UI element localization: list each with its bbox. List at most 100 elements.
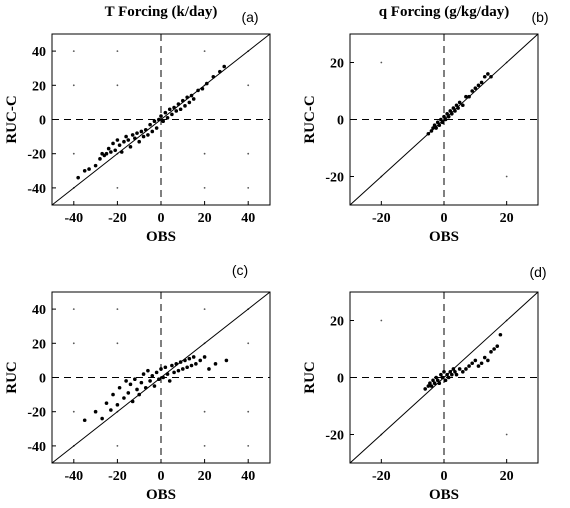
data-point — [202, 355, 207, 359]
data-point — [170, 363, 174, 368]
data-point — [157, 377, 161, 382]
y-tick-label: 20 — [32, 337, 46, 352]
data-point — [152, 119, 157, 124]
y-tick-label: -20 — [27, 406, 46, 421]
data-point — [185, 95, 189, 100]
data-point — [159, 367, 163, 371]
y-tick-label: 40 — [32, 45, 46, 60]
data-point — [218, 69, 222, 74]
x-tick-label: -20 — [372, 211, 391, 226]
data-point — [115, 138, 120, 142]
data-points — [426, 72, 493, 136]
grid-dot — [247, 410, 250, 413]
data-point — [150, 373, 155, 378]
data-point — [446, 114, 451, 119]
data-point — [187, 100, 192, 105]
data-point — [470, 89, 475, 93]
data-point — [467, 364, 471, 368]
data-point — [178, 360, 183, 364]
data-point — [213, 362, 218, 366]
data-point — [93, 163, 98, 168]
data-point — [464, 367, 468, 371]
data-point — [440, 375, 445, 380]
data-points — [82, 355, 229, 423]
data-point — [141, 372, 146, 376]
data-point — [150, 129, 155, 134]
data-point — [453, 109, 457, 113]
data-point — [194, 362, 198, 366]
data-point — [473, 86, 478, 90]
data-point — [431, 378, 435, 383]
x-axis-label: OBS — [146, 229, 176, 245]
data-point — [133, 377, 137, 382]
y-tick-label: -20 — [27, 148, 46, 163]
data-point — [454, 103, 459, 108]
data-point — [172, 105, 176, 110]
data-point — [143, 127, 148, 132]
data-point — [176, 102, 181, 106]
y-axis-label: RUC-C — [4, 95, 20, 143]
data-point — [181, 367, 185, 371]
grid-dot — [203, 308, 206, 310]
data-point — [461, 103, 465, 108]
grid-dot — [380, 319, 383, 322]
data-point — [445, 112, 449, 116]
y-tick-label: 0 — [337, 114, 344, 129]
data-point — [479, 80, 484, 85]
data-point — [437, 381, 442, 386]
y-axis-label: RUC-C — [302, 95, 318, 143]
data-point — [439, 372, 443, 377]
data-point — [479, 361, 484, 366]
data-point — [473, 358, 478, 363]
grid-dot — [116, 342, 119, 345]
data-point — [448, 370, 453, 374]
data-point — [428, 381, 432, 386]
panel-c: -40 -20 0 20 40 -40 -20 0 20 40 OBS RUC (c) — [4, 262, 271, 503]
grid-dot — [72, 342, 75, 345]
data-point — [224, 358, 229, 363]
data-point — [174, 109, 179, 113]
grid-dot — [72, 308, 75, 310]
data-point — [98, 157, 102, 161]
data-point — [183, 358, 187, 363]
x-tick-label: -20 — [108, 211, 127, 226]
grid-dot — [116, 187, 119, 189]
data-point — [154, 126, 159, 130]
data-point — [482, 355, 487, 360]
data-point — [489, 350, 493, 354]
data-point — [124, 134, 128, 139]
grid-dot — [505, 433, 508, 436]
grid-dot — [247, 152, 250, 155]
grid-dot — [116, 50, 119, 52]
data-point — [148, 379, 152, 383]
data-point — [137, 392, 141, 397]
x-axis-label: OBS — [429, 487, 459, 503]
data-point — [476, 364, 481, 368]
data-point — [191, 97, 196, 101]
data-point — [176, 368, 181, 373]
data-point — [189, 363, 194, 368]
data-points — [76, 64, 227, 180]
data-point — [172, 370, 176, 375]
data-point — [456, 106, 460, 110]
x-tick-label: 0 — [441, 469, 448, 484]
y-tick-label: 20 — [330, 315, 344, 330]
y-tick-label: 0 — [337, 372, 344, 387]
data-point — [429, 384, 434, 388]
data-point — [439, 117, 443, 122]
data-point — [170, 112, 174, 117]
chart-title: T Forcing (k/day) — [105, 4, 218, 20]
data-point — [429, 129, 434, 133]
data-point — [135, 131, 139, 135]
grid-dot — [116, 84, 119, 87]
data-point — [457, 100, 462, 105]
x-tick-label: 20 — [500, 469, 514, 484]
data-point — [161, 375, 165, 380]
data-point — [437, 123, 442, 127]
data-point — [443, 117, 448, 122]
data-point — [109, 408, 113, 412]
data-point — [426, 131, 431, 136]
data-point — [139, 129, 144, 134]
data-point — [133, 136, 137, 141]
